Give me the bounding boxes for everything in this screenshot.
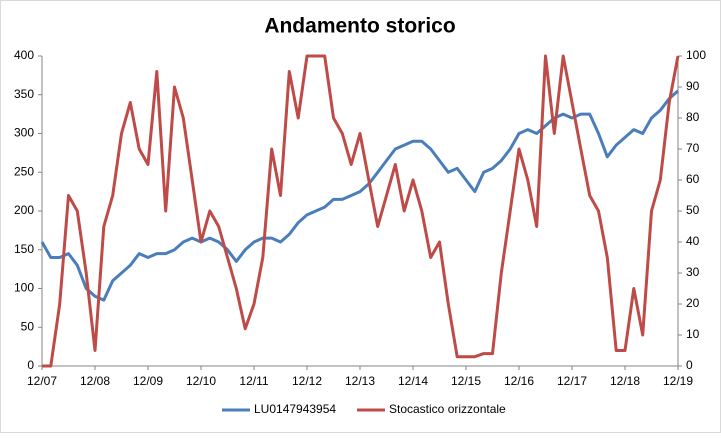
y-tick-label: 50 (21, 319, 35, 333)
series-line (42, 54, 680, 368)
y2-tick-label: 10 (686, 327, 700, 341)
y2-tick-label: 90 (686, 79, 700, 93)
x-tick-label: 12/10 (186, 374, 216, 388)
y-tick-label: 100 (14, 281, 34, 295)
x-tick-label: 12/11 (239, 374, 268, 388)
y2-tick-label: 100 (686, 48, 706, 62)
y-tick-label: 150 (14, 242, 34, 256)
x-tick-label: 12/19 (663, 374, 693, 388)
x-tick-label: 12/08 (80, 374, 110, 388)
x-tick-label: 12/09 (133, 374, 163, 388)
y2-tick-label: 30 (686, 265, 700, 279)
y2-tick-label: 80 (686, 110, 700, 124)
y-tick-label: 0 (27, 358, 34, 372)
x-tick-label: 12/18 (610, 374, 640, 388)
series-line (40, 89, 679, 302)
x-tick-label: 12/17 (557, 374, 587, 388)
x-tick-label: 12/07 (27, 374, 57, 388)
y-tick-label: 200 (14, 203, 34, 217)
y2-tick-label: 20 (686, 296, 700, 310)
y2-tick-label: 60 (686, 172, 700, 186)
y2-tick-label: 70 (686, 141, 700, 155)
y-tick-label: 300 (14, 126, 34, 140)
x-tick-label: 12/12 (292, 374, 322, 388)
y-tick-label: 400 (14, 48, 34, 62)
x-tick-label: 12/15 (451, 374, 481, 388)
y-tick-label: 350 (14, 87, 34, 101)
y2-tick-label: 0 (686, 358, 693, 372)
x-tick-label: 12/16 (504, 374, 534, 388)
y2-tick-label: 50 (686, 203, 700, 217)
chart-title: Andamento storico (264, 15, 455, 38)
y2-tick-label: 40 (686, 234, 700, 248)
x-tick-label: 12/14 (398, 374, 428, 388)
legend-label: LU0147943954 (254, 402, 336, 416)
legend-label: Stocastico orizzontale (389, 402, 506, 416)
x-tick-label: 12/13 (345, 374, 375, 388)
y-tick-label: 250 (14, 164, 34, 178)
